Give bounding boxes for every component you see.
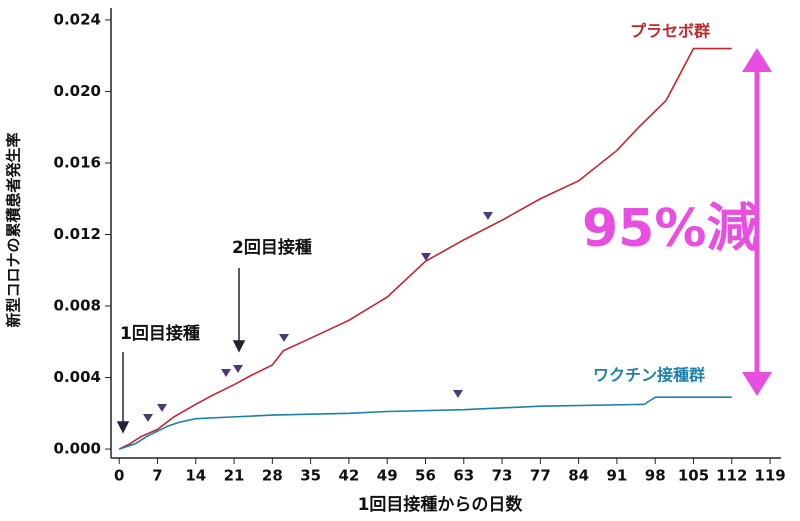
x-tick-label: 77 [530,467,551,485]
x-tick-label: 56 [415,467,436,485]
line [118,396,732,450]
x-axis-label: 1回目接種からの日数 [358,494,524,515]
x-tick-label: 73 [492,467,513,485]
x-tick-label: 98 [645,467,666,485]
annotation: 95%減 [582,199,758,259]
arrows [116,268,246,434]
x-tick-label: 14 [185,467,206,485]
x-tick-label: 35 [300,467,321,485]
x-tick-label: 91 [606,467,627,485]
x-tick-label: 49 [377,467,398,485]
x-tick-label: 28 [262,467,283,485]
y-tick-label: 0.008 [54,297,101,315]
y-axis-label: 新型コロナの累積患者発生率 [5,132,23,327]
x-tick-label: 0 [114,467,124,485]
x-tick-label: 42 [338,467,359,485]
y-tick-label: 0.016 [54,153,101,171]
x-tick-label: 63 [453,467,474,485]
annotation: 1回目接種 [120,323,200,344]
y-tick-label: 0.000 [54,440,101,458]
y-tick-label: 0.004 [54,368,101,386]
legend-label: プラセボ群 [630,22,710,41]
annotation: 2回目接種 [232,237,312,258]
x-tick-label: 21 [224,467,245,485]
x-tick-label: 105 [678,467,709,485]
event-markers [143,212,493,422]
y-tick-label: 0.024 [54,10,101,28]
line [118,47,732,450]
x-tick-label: 112 [716,467,747,485]
range-arrow [742,48,772,396]
y-tick-label: 0.012 [54,225,101,243]
x-tick-label: 84 [568,467,589,485]
x-tick-label: 119 [754,467,785,485]
legend-label: ワクチン接種群 [593,366,705,385]
x-tick-label: 7 [152,467,162,485]
y-tick-label: 0.020 [54,82,101,100]
